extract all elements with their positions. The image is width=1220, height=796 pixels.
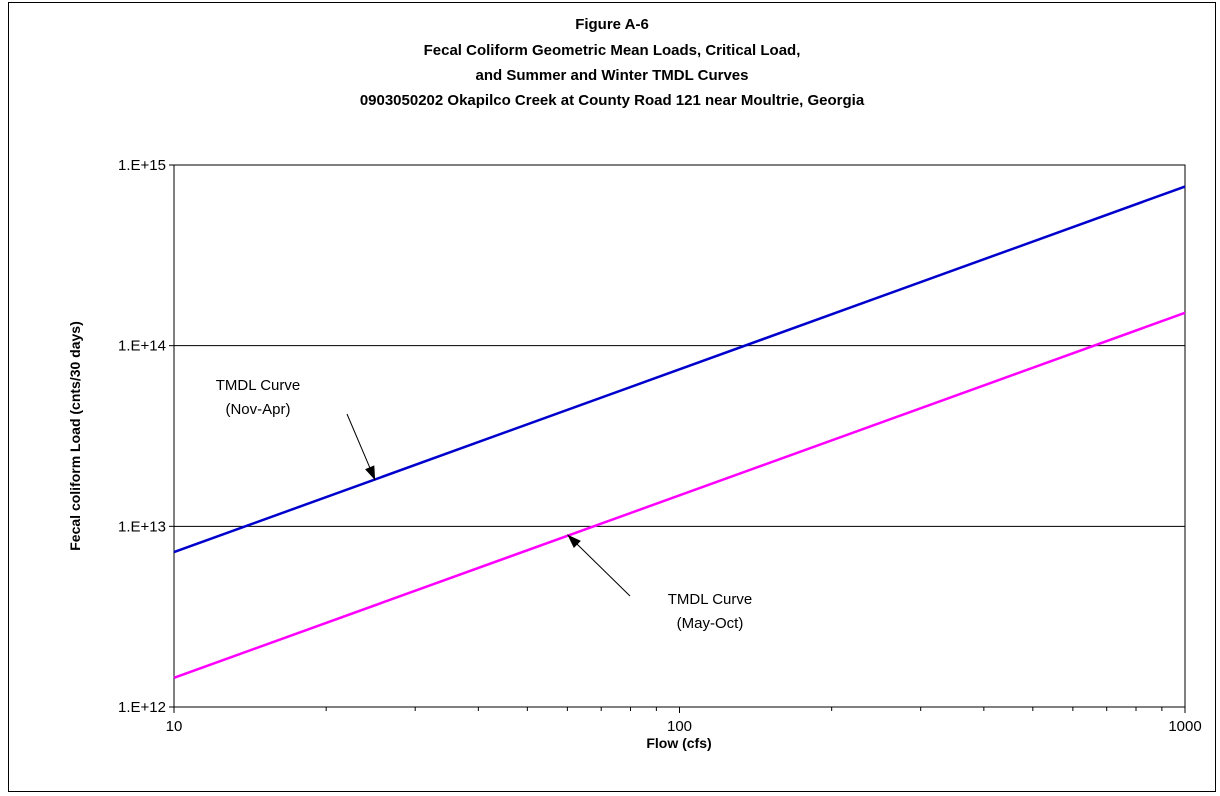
annotation-label-winter: (Nov-Apr) [225,401,290,418]
annotation-label-summer: TMDL Curve [668,591,752,608]
series-line-summer [173,311,1186,680]
x-tick-label: 1000 [1168,718,1201,735]
tick-layer: 1.E+12 1.E+13 1.E+14 1.E+15 10 100 1000 [118,157,1202,735]
chart-frame [8,2,1216,792]
x-tick-label: 10 [166,718,183,735]
chart-title-line-1: Figure A-6 [575,16,649,33]
annotation-layer: TMDL Curve (Nov-Apr) TMDL Curve (May-Oct) [216,377,752,632]
series-layer [173,185,1186,680]
chart-title-line-2: Fecal Coliform Geometric Mean Loads, Cri… [423,42,801,59]
x-axis-title: Flow (cfs) [646,735,711,751]
y-tick-label: 1.E+13 [118,518,166,535]
y-axis-title: Fecal coliform Load (cnts/30 days) [67,321,83,551]
y-tick-label: 1.E+14 [118,338,166,355]
series-line-winter [173,185,1186,554]
annotation-arrowhead-summer [567,534,581,548]
annotation-label-summer: (May-Oct) [677,615,744,632]
chart-title-line-4: 0903050202 Okapilco Creek at County Road… [359,92,865,109]
y-tick-label: 1.E+12 [118,699,166,716]
chart-title-line-3: and Summer and Winter TMDL Curves [475,67,749,84]
annotation-arrow-summer [567,534,631,597]
annotation-label-winter: TMDL Curve [216,377,300,394]
annotation-arrowhead-winter [365,465,376,481]
y-tick-label: 1.E+15 [118,157,166,174]
x-tick-label: 100 [667,718,692,735]
